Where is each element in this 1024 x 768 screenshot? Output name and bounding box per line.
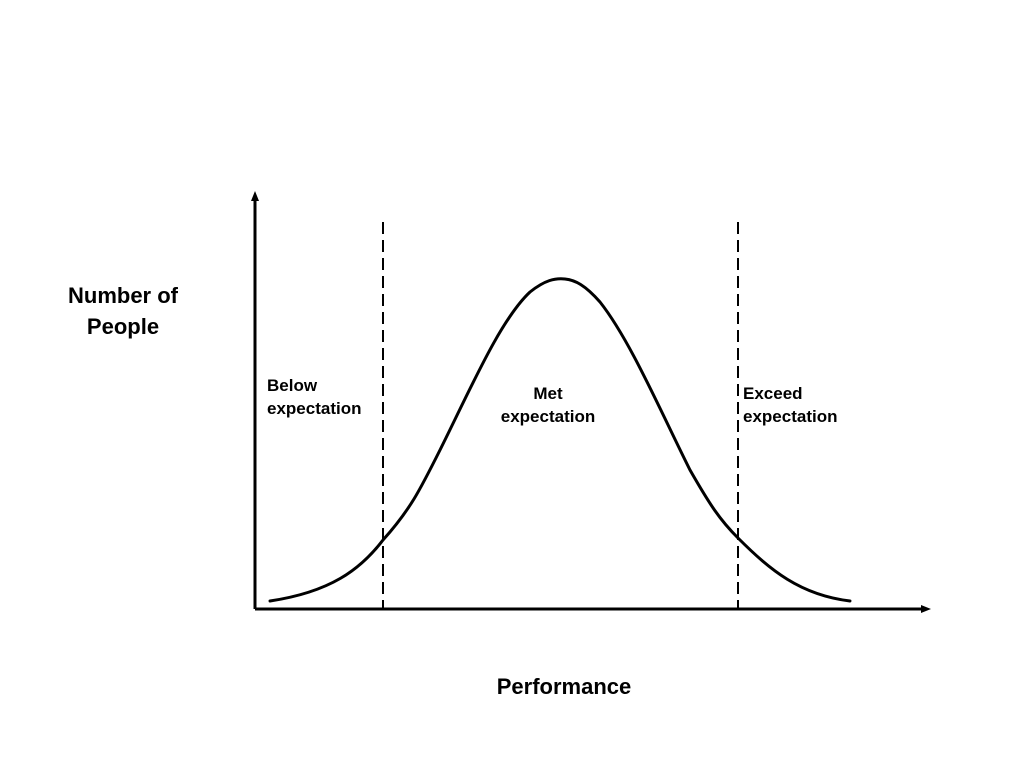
y-axis-label-line-1: Number of [68,283,178,308]
region-label-below-line-1: Below [267,376,318,395]
region-label-met-line-1: Met [533,384,563,403]
region-label-below: Below expectation [267,374,361,420]
region-label-exceed-line-1: Exceed [743,384,803,403]
region-label-exceed-line-2: expectation [743,407,838,426]
x-axis-label: Performance [496,674,632,699]
region-label-met: Met expectation [478,382,618,428]
region-label-exceed: Exceed expectation [743,382,837,428]
region-label-met-line-2: expectation [500,407,596,426]
bell-curve [268,277,852,603]
y-axis-label-line-2: People [86,314,160,339]
y-axis-label: Number of People [48,280,198,342]
region-label-below-line-2: expectation [267,399,362,418]
